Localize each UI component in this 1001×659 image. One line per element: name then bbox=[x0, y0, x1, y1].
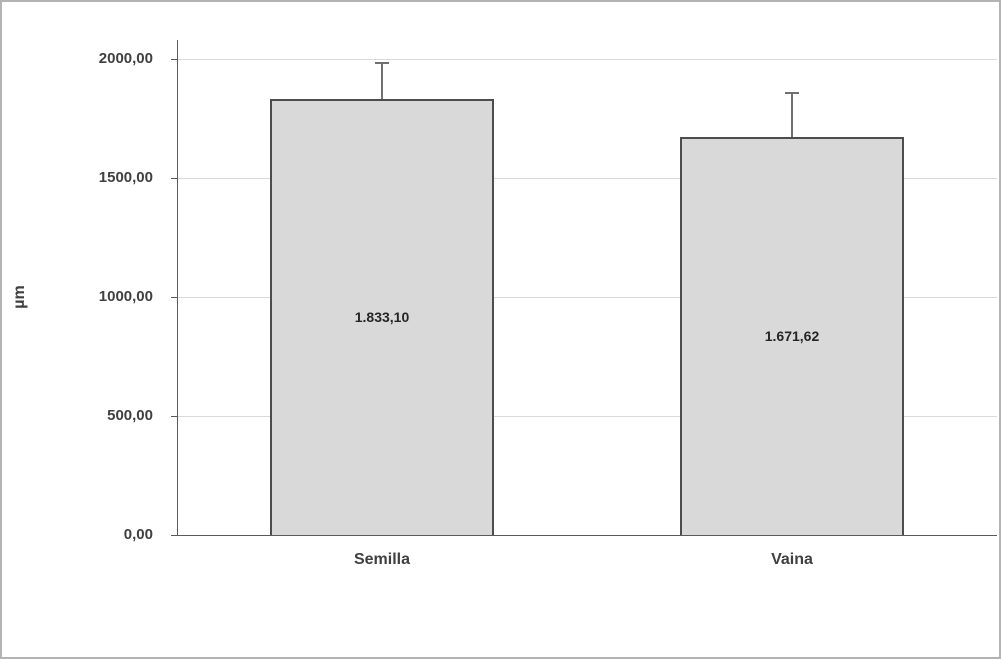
bar bbox=[679, 137, 905, 535]
y-tick-label: 1500,00 bbox=[98, 169, 153, 186]
x-axis-line bbox=[177, 535, 997, 536]
bar bbox=[269, 98, 495, 535]
x-category-labels: Semilla Vaina bbox=[177, 549, 997, 579]
y-tick-mark bbox=[171, 177, 177, 179]
gridline bbox=[177, 415, 997, 417]
y-tick-mark bbox=[171, 534, 177, 536]
bar-value-label: 1.833,10 bbox=[354, 308, 410, 325]
y-tick-mark bbox=[171, 415, 177, 417]
error-bar-line bbox=[381, 61, 383, 99]
y-tick-labels: 0,00 500,00 1000,00 1500,00 2000,00 bbox=[2, 50, 167, 543]
y-axis-line bbox=[177, 40, 178, 536]
error-bar-cap bbox=[785, 91, 799, 94]
y-tick-label: 2000,00 bbox=[98, 50, 153, 67]
gridline bbox=[177, 296, 997, 298]
y-tick-label: 1000,00 bbox=[98, 288, 153, 305]
y-tick-mark bbox=[171, 58, 177, 60]
y-tick-label: 0,00 bbox=[123, 526, 153, 543]
x-category-label: Vaina bbox=[771, 551, 813, 568]
error-bar-line bbox=[791, 91, 793, 138]
plot-area: 1.833,10 1.671,62 bbox=[177, 58, 997, 535]
bar-value-label: 1.671,62 bbox=[764, 328, 820, 345]
error-bar-cap bbox=[375, 61, 389, 64]
x-category-label: Semilla bbox=[353, 551, 411, 568]
y-tick-mark bbox=[171, 296, 177, 298]
gridline bbox=[177, 177, 997, 179]
gridline bbox=[177, 58, 997, 60]
y-tick-label: 500,00 bbox=[107, 407, 153, 424]
